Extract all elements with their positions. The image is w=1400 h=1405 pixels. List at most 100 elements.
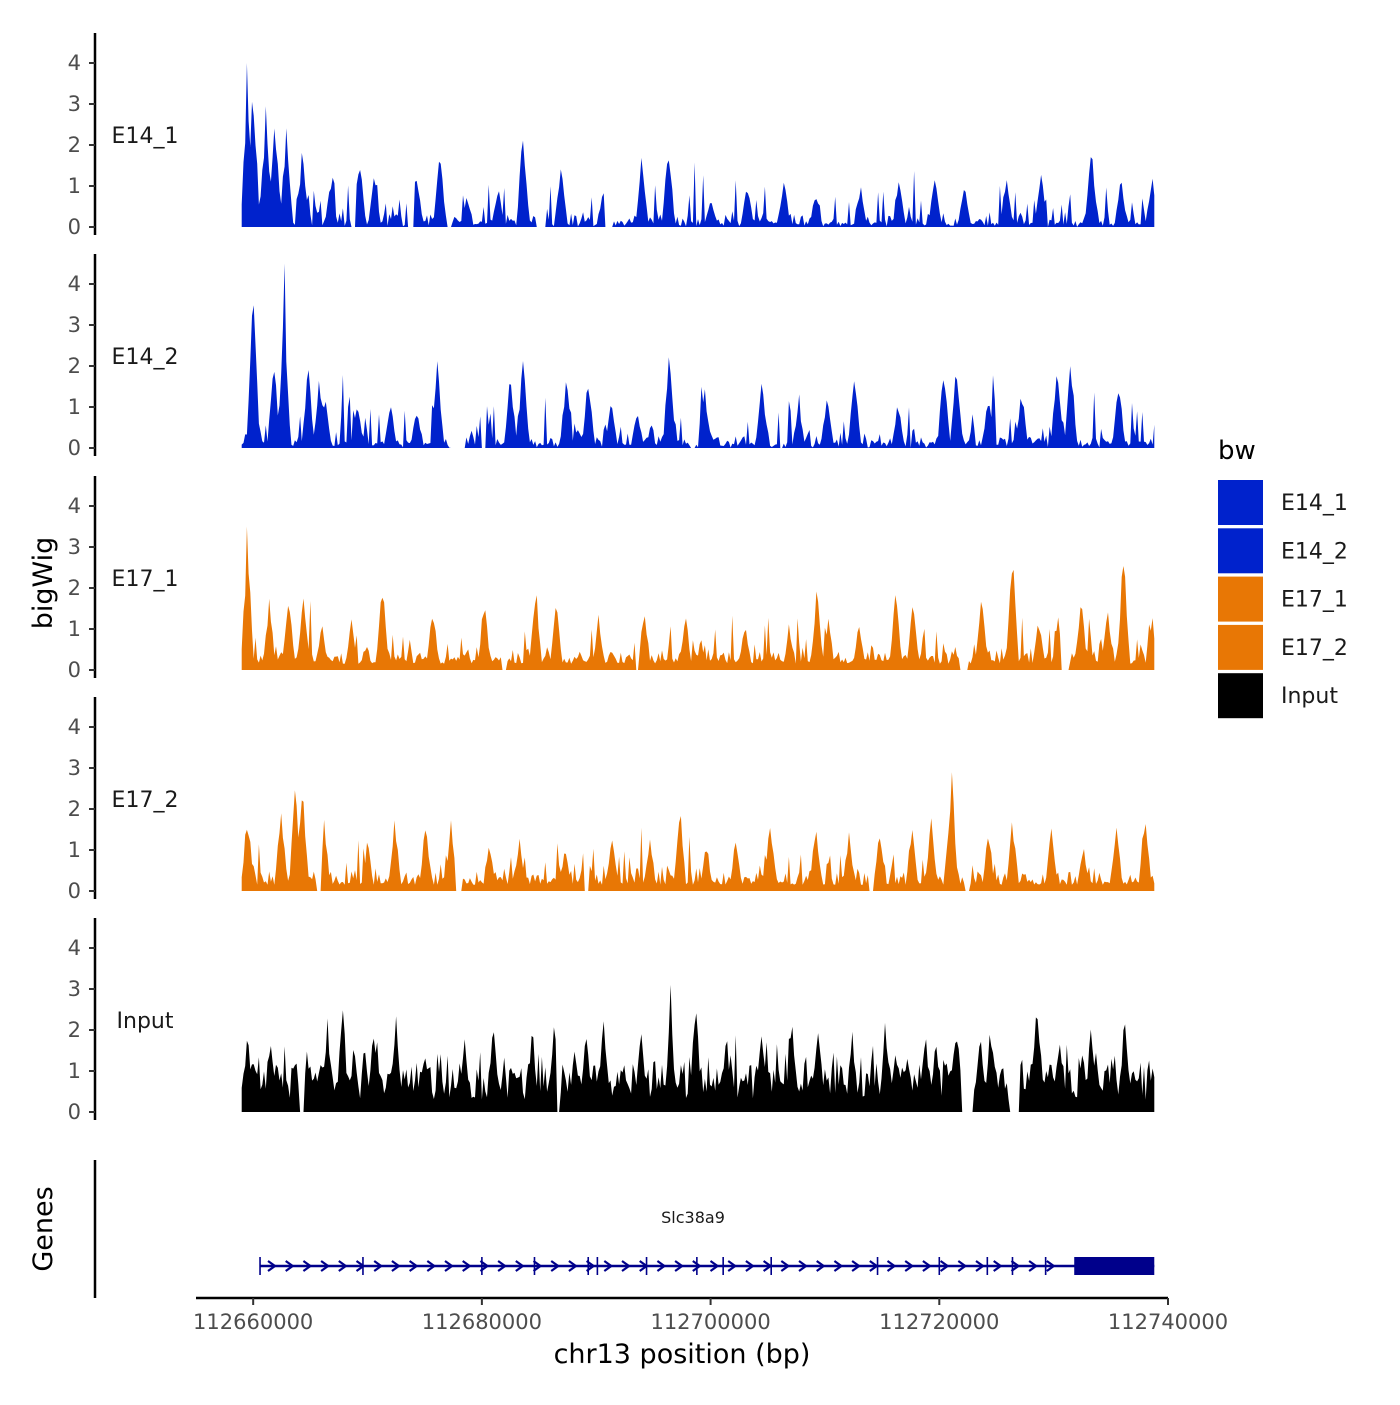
strand-arrow bbox=[886, 1260, 897, 1272]
strand-arrow bbox=[408, 1260, 419, 1272]
coverage-track-e17-1: 0 1 2 3 4 E17_1 bbox=[68, 476, 1155, 682]
strand-arrow bbox=[816, 1260, 826, 1272]
y-tick-label: 4 bbox=[68, 494, 81, 518]
x-tick-label: 112720000 bbox=[879, 1310, 999, 1334]
strand-arrow bbox=[497, 1260, 507, 1272]
coverage-track-e14-1: 0 1 2 3 4 E14_1 bbox=[68, 33, 1155, 239]
strand-arrow bbox=[479, 1260, 490, 1272]
coverage-tracks: 0 1 2 3 4 E14_1 0 1 2 3 4 E14_2 0 1 2 3 4 E17_1 0 1 2 3 4 E17_2… bbox=[68, 33, 1155, 1124]
strand-arrow bbox=[692, 1260, 702, 1272]
strand-arrow bbox=[904, 1260, 915, 1272]
strand-arrow bbox=[780, 1260, 791, 1272]
coverage-area bbox=[241, 526, 1155, 670]
coverage-area bbox=[241, 63, 1155, 227]
genes-axis-title: Genes bbox=[28, 1186, 59, 1271]
legend-label: E17_2 bbox=[1281, 636, 1348, 661]
strand-arrow bbox=[373, 1260, 384, 1272]
y-tick-label: 2 bbox=[68, 354, 81, 378]
strand-arrow bbox=[1046, 1260, 1056, 1272]
y-tick-label: 3 bbox=[68, 92, 81, 116]
strand-arrow bbox=[1028, 1260, 1038, 1272]
x-tick-label: 112740000 bbox=[1108, 1310, 1228, 1334]
y-tick-label: 0 bbox=[68, 879, 81, 903]
strand-arrow bbox=[515, 1260, 525, 1272]
legend-label: E14_2 bbox=[1281, 539, 1348, 564]
track-label: E14_1 bbox=[112, 124, 179, 149]
y-tick-label: 1 bbox=[68, 617, 81, 641]
legend-swatch bbox=[1218, 528, 1263, 574]
strand-arrow bbox=[338, 1260, 348, 1272]
strand-arrow bbox=[444, 1260, 454, 1272]
legend-label: E17_1 bbox=[1281, 588, 1348, 613]
x-axis-title: chr13 position (bp) bbox=[554, 1339, 811, 1370]
strand-arrow bbox=[320, 1260, 330, 1272]
y-tick-label: 3 bbox=[68, 977, 81, 1001]
strand-arrow bbox=[532, 1260, 543, 1272]
strand-arrow bbox=[302, 1260, 313, 1272]
coverage-track-input: 0 1 2 3 4 Input bbox=[68, 918, 1155, 1124]
strand-arrow bbox=[550, 1260, 561, 1272]
coverage-area bbox=[241, 772, 1155, 891]
strand-arrow bbox=[975, 1260, 985, 1272]
y-tick-label: 1 bbox=[68, 1059, 81, 1083]
y-axis-title: bigWig bbox=[28, 537, 59, 630]
strand-arrow bbox=[993, 1260, 1003, 1272]
track-label: E17_2 bbox=[112, 788, 179, 813]
y-tick-label: 3 bbox=[68, 535, 81, 559]
y-tick-label: 2 bbox=[68, 133, 81, 157]
y-tick-label: 0 bbox=[68, 1100, 81, 1124]
legend: bw E14_1 E14_2 E17_1 E17_2 Input bbox=[1218, 436, 1348, 719]
track-label: Input bbox=[117, 1009, 174, 1034]
strand-arrow bbox=[621, 1260, 631, 1272]
y-tick-label: 4 bbox=[68, 936, 81, 960]
strand-arrow bbox=[391, 1260, 401, 1272]
coverage-track-e17-2: 0 1 2 3 4 E17_2 bbox=[68, 697, 1155, 903]
y-tick-label: 2 bbox=[68, 1018, 81, 1042]
strand-arrow bbox=[1010, 1260, 1021, 1272]
y-tick-label: 1 bbox=[68, 395, 81, 419]
y-tick-label: 0 bbox=[68, 658, 81, 682]
y-tick-label: 0 bbox=[68, 215, 81, 239]
strand-arrow bbox=[798, 1260, 808, 1272]
strand-arrow bbox=[922, 1260, 932, 1272]
y-tick-label: 3 bbox=[68, 756, 81, 780]
track-label: E17_1 bbox=[112, 567, 179, 592]
legend-swatch bbox=[1218, 624, 1263, 670]
strand-arrow bbox=[426, 1260, 437, 1272]
coverage-area bbox=[241, 984, 1155, 1112]
coverage-track-e14-2: 0 1 2 3 4 E14_2 bbox=[68, 254, 1155, 460]
strand-arrow bbox=[674, 1260, 684, 1272]
strand-arrow bbox=[851, 1260, 861, 1272]
x-tick-label: 112660000 bbox=[193, 1310, 313, 1334]
x-tick-label: 112680000 bbox=[422, 1310, 542, 1334]
legend-swatch bbox=[1218, 576, 1263, 622]
y-tick-label: 4 bbox=[68, 715, 81, 739]
strand-arrow bbox=[568, 1260, 578, 1272]
strand-arrow bbox=[285, 1260, 295, 1272]
gene-name-label: Slc38a9 bbox=[661, 1208, 725, 1227]
strand-arrow bbox=[656, 1260, 667, 1272]
y-tick-label: 0 bbox=[68, 436, 81, 460]
legend-swatch bbox=[1218, 480, 1263, 525]
y-tick-label: 2 bbox=[68, 797, 81, 821]
strand-arrow bbox=[709, 1260, 720, 1272]
y-tick-label: 2 bbox=[68, 576, 81, 600]
y-tick-label: 4 bbox=[68, 51, 81, 75]
y-tick-label: 4 bbox=[68, 272, 81, 296]
strand-arrow bbox=[462, 1260, 472, 1272]
strand-arrow bbox=[267, 1260, 277, 1272]
track-label: E14_2 bbox=[112, 345, 179, 370]
strand-arrow bbox=[957, 1260, 968, 1272]
legend-swatch bbox=[1218, 673, 1263, 719]
strand-arrow bbox=[939, 1260, 950, 1272]
y-tick-label: 1 bbox=[68, 838, 81, 862]
y-tick-label: 1 bbox=[68, 174, 81, 198]
strand-arrow bbox=[603, 1260, 614, 1272]
coverage-area bbox=[241, 263, 1155, 448]
legend-label: Input bbox=[1281, 684, 1338, 709]
x-axis: 112660000 112680000 112700000 112720000 1127… bbox=[193, 1296, 1228, 1334]
y-tick-label: 3 bbox=[68, 313, 81, 337]
strand-arrow bbox=[833, 1260, 844, 1272]
